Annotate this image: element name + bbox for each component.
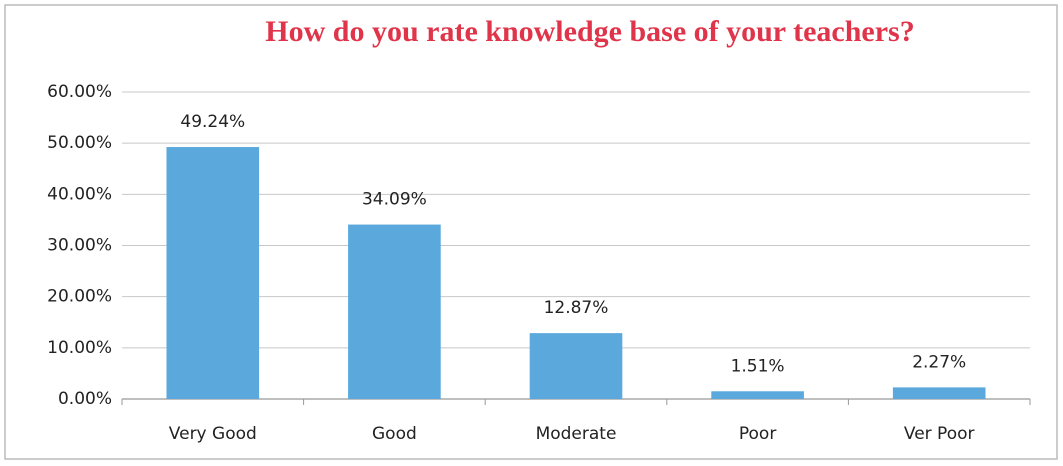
bar [166, 147, 260, 399]
y-tick-label: 0.00% [58, 389, 112, 409]
x-tick-label: Ver Poor [904, 424, 975, 444]
y-tick-label: 20.00% [47, 287, 112, 307]
data-label: 34.09% [362, 190, 427, 210]
bar [711, 391, 804, 399]
x-tick-label: Moderate [536, 424, 617, 444]
bar [348, 224, 441, 399]
bar [529, 333, 623, 399]
y-tick-label: 30.00% [47, 236, 112, 256]
chart-title: How do you rate knowledge base of your t… [265, 15, 914, 48]
y-tick-label: 60.00% [47, 82, 112, 102]
x-tick-label: Good [372, 424, 417, 444]
data-label: 49.24% [180, 112, 245, 132]
y-tick-label: 40.00% [47, 184, 112, 204]
data-label: 12.87% [544, 298, 609, 318]
y-tick-label: 50.00% [47, 133, 112, 153]
data-label: 2.27% [912, 352, 966, 372]
y-tick-label: 10.00% [47, 338, 112, 358]
x-tick-label: Poor [739, 424, 776, 444]
x-tick-label: Very Good [169, 424, 257, 444]
bar [892, 387, 986, 399]
data-label: 1.51% [731, 356, 785, 376]
